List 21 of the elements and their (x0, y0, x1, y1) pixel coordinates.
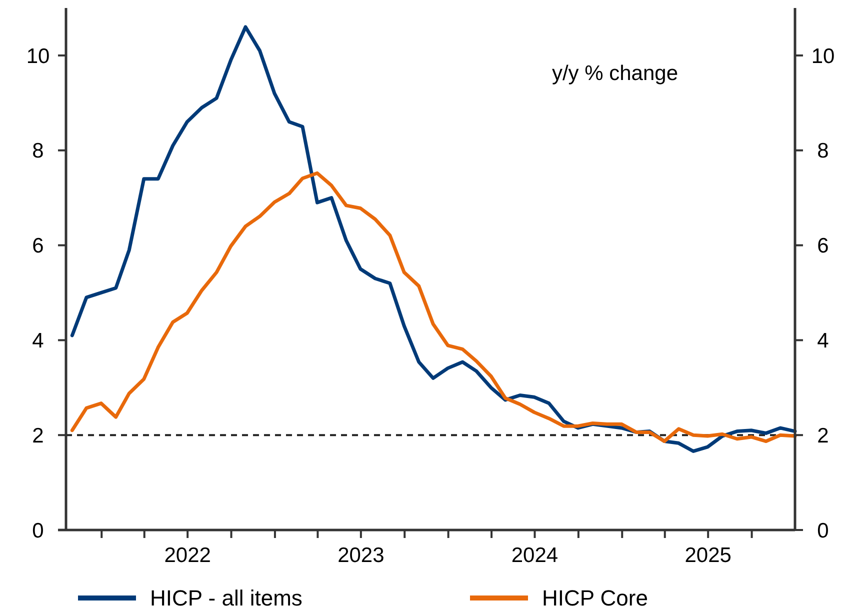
line-series (70, 25, 797, 453)
y-tick-label: 6 (32, 234, 44, 258)
x-tick-label: 2022 (164, 544, 211, 567)
y2-tick-label: 4 (817, 330, 830, 353)
line-series (70, 171, 797, 444)
y2-tick-label: 6 (817, 234, 829, 258)
y-tick-label: 2 (32, 424, 44, 448)
annotation: y/y % change (552, 62, 678, 85)
legend-label: HICP - all items (150, 586, 302, 610)
legend-label: HICP Core (542, 586, 648, 610)
y2-tick-label: 2 (817, 424, 829, 448)
y-tick-label: 10 (26, 44, 50, 68)
y2-tick-label: 10 (811, 44, 835, 68)
y2-tick-label: 0 (817, 519, 829, 542)
y-tick-label: 8 (32, 140, 44, 163)
x-tick-label: 2024 (511, 544, 558, 567)
y-tick-label: 4 (32, 330, 44, 353)
x-tick-label: 2025 (684, 544, 732, 567)
y2-tick-label: 8 (817, 140, 829, 163)
x-tick-label: 2023 (338, 544, 384, 567)
y-tick-label: 0 (32, 519, 44, 542)
